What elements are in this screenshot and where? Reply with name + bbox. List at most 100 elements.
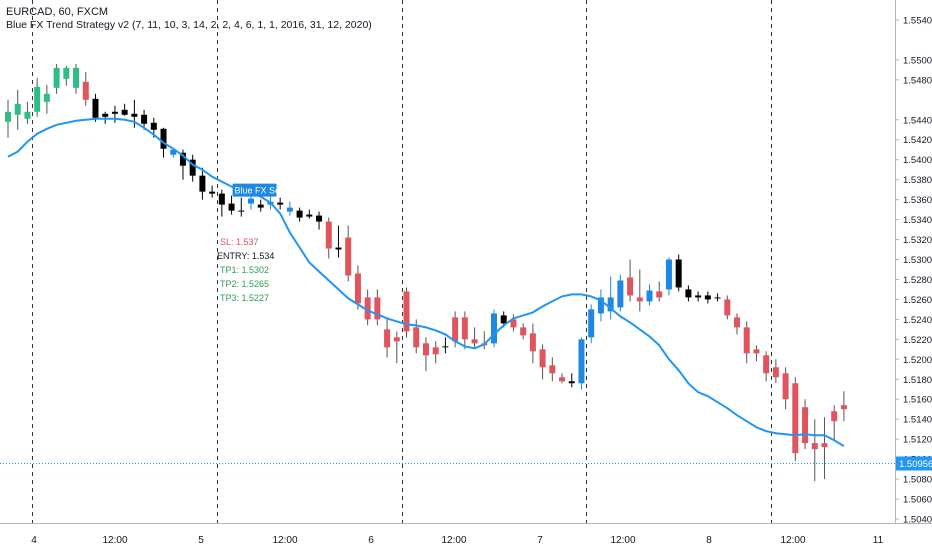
- candle-body: [43, 93, 50, 102]
- candle-body: [549, 365, 556, 374]
- candle-body: [345, 237, 352, 276]
- candle-body: [821, 443, 828, 448]
- candle-body: [325, 221, 332, 249]
- price-tick-label: 1.54000: [903, 155, 932, 166]
- candle-body: [92, 98, 99, 118]
- candle-body: [500, 315, 507, 324]
- candle-body: [753, 349, 760, 354]
- candle-body: [617, 280, 624, 308]
- candle-body: [636, 297, 643, 302]
- candle-body: [384, 329, 391, 348]
- candle-body: [665, 259, 672, 290]
- candle-body: [422, 343, 429, 356]
- candle-body: [491, 313, 497, 344]
- candle-body: [53, 67, 60, 88]
- candle-body: [452, 317, 459, 342]
- candle-body: [772, 367, 779, 378]
- stop-loss-label: SL: 1.537: [220, 237, 259, 247]
- candle-body: [520, 327, 527, 336]
- candle-body: [597, 297, 604, 314]
- price-tick-label: 1.52600: [903, 295, 932, 306]
- candle-body: [627, 277, 634, 296]
- candle-body: [170, 149, 177, 155]
- candle-body: [471, 339, 478, 344]
- price-tick-label: 1.50600: [903, 495, 932, 506]
- candle-body: [121, 109, 128, 115]
- price-tick-label: 1.52400: [903, 315, 932, 326]
- candle-body: [734, 317, 740, 328]
- candle-body: [811, 443, 818, 450]
- sell-signal-badge: [232, 183, 277, 197]
- ema-line: [7, 117, 845, 447]
- candle-body: [413, 327, 420, 348]
- candle-body: [704, 295, 711, 300]
- candle-body: [724, 299, 731, 316]
- candle-body: [189, 159, 196, 176]
- candle-body: [588, 309, 595, 338]
- candle-body: [802, 407, 809, 444]
- price-tick-label: 1.53800: [903, 175, 932, 186]
- candle-body: [160, 128, 167, 149]
- price-tick-label: 1.52800: [903, 275, 932, 286]
- price-tick-label: 1.50800: [903, 475, 932, 486]
- candle-body: [685, 289, 692, 298]
- candle-body: [568, 381, 575, 384]
- candle-body: [646, 290, 653, 302]
- current-price-badge: [896, 456, 932, 471]
- time-tick-label: 5: [198, 535, 204, 546]
- candle-body: [656, 291, 663, 298]
- price-tick-label: 1.52200: [903, 335, 932, 346]
- candle-body: [743, 327, 750, 354]
- sell-signal-label: Blue FX Sell: [235, 186, 285, 196]
- candle-body: [831, 411, 838, 422]
- candle-body: [432, 347, 439, 355]
- time-tick-label: 12:00: [441, 535, 466, 546]
- candle-body: [529, 333, 536, 352]
- time-tick-label: 12:00: [610, 535, 635, 546]
- candle-body: [510, 319, 517, 328]
- candle-body: [539, 349, 546, 368]
- candle-body: [111, 111, 118, 114]
- candle-body: [63, 67, 70, 79]
- candle-body: [695, 295, 702, 298]
- candle-body: [286, 207, 293, 212]
- candle-body: [141, 114, 148, 124]
- candle-body: [228, 203, 235, 211]
- candle-body: [199, 175, 206, 192]
- candle-body: [316, 215, 323, 222]
- candle-body: [150, 122, 157, 130]
- candle-body: [840, 405, 847, 410]
- candle-body: [179, 152, 186, 166]
- candle-body: [34, 86, 41, 112]
- candle-body: [763, 355, 770, 374]
- candle-body: [5, 111, 11, 122]
- candle-body: [461, 317, 468, 340]
- candle-body: [714, 297, 721, 299]
- price-tick-label: 1.55400: [903, 15, 932, 26]
- tp3-label: TP3: 1.5227: [220, 293, 269, 303]
- price-tick-label: 1.53000: [903, 255, 932, 266]
- candle-body: [442, 346, 449, 348]
- candle-body: [306, 214, 313, 217]
- current-price-label: 1.50956: [899, 459, 932, 470]
- price-tick-label: 1.54200: [903, 135, 932, 146]
- candle-body: [559, 377, 566, 382]
- strategy-title: Blue FX Trend Strategy v2 (7, 11, 10, 3,…: [6, 19, 372, 31]
- symbol-title: EURCAD, 60, FXCM: [6, 6, 109, 18]
- price-tick-label: 1.51400: [903, 415, 932, 426]
- candle-body: [257, 204, 264, 208]
- candle-body: [296, 210, 303, 218]
- candle-body: [209, 191, 216, 194]
- candle-body: [782, 373, 789, 400]
- candle-body: [73, 67, 80, 88]
- candle-body: [403, 291, 410, 332]
- price-tick-label: 1.54800: [903, 75, 932, 86]
- price-tick-label: 1.53400: [903, 215, 932, 226]
- candle-body: [364, 297, 371, 320]
- time-tick-label: 7: [537, 535, 543, 546]
- candle-body: [578, 339, 585, 384]
- price-tick-label: 1.51800: [903, 375, 932, 386]
- candle-body: [238, 210, 245, 212]
